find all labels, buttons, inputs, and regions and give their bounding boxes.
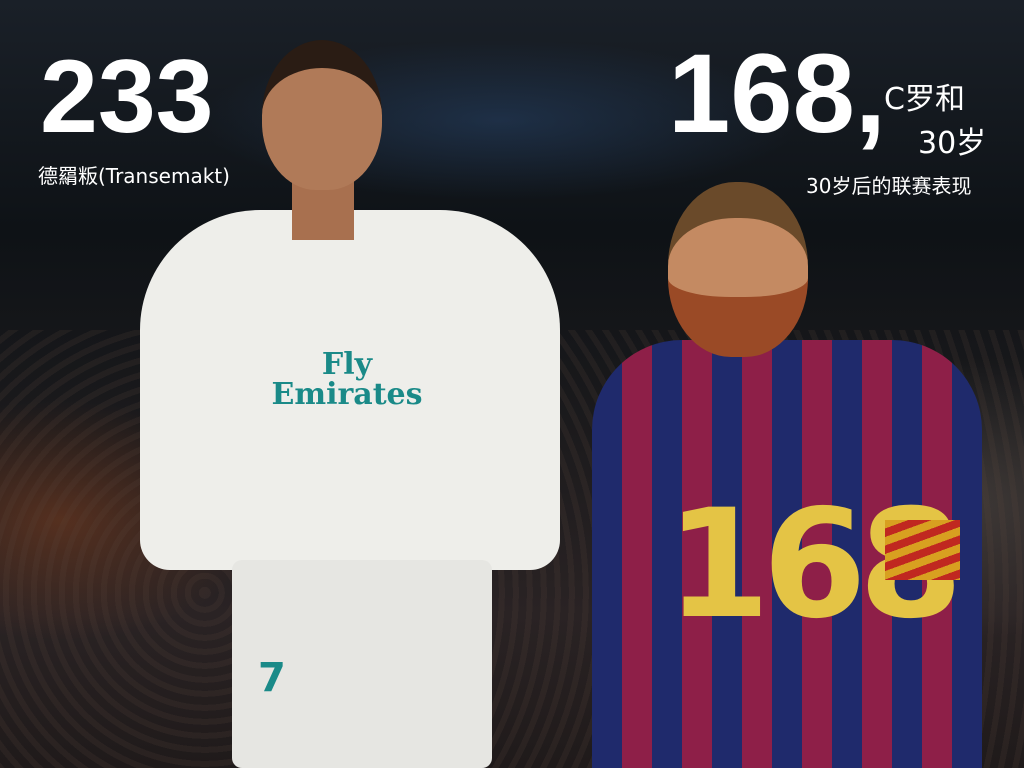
right-stat-number: 168,: [668, 31, 886, 156]
right-stat-label-2: 30岁: [918, 126, 987, 161]
shorts-number: 7: [258, 655, 286, 701]
messi-head: [668, 182, 808, 357]
left-stat-caption: 德羂粄(Transemakt): [38, 164, 230, 188]
right-stat-label-1: C罗和: [884, 82, 965, 117]
ronaldo-head: [262, 40, 382, 190]
captain-armband: [885, 520, 960, 580]
left-stat-number: 233: [40, 39, 214, 155]
ronaldo-shorts: [232, 560, 492, 768]
shirt-sponsor: Fly Emirates: [271, 347, 423, 412]
ronaldo-shirt: [140, 210, 560, 570]
right-stat-caption: 30岁后的联赛表现: [806, 174, 972, 198]
